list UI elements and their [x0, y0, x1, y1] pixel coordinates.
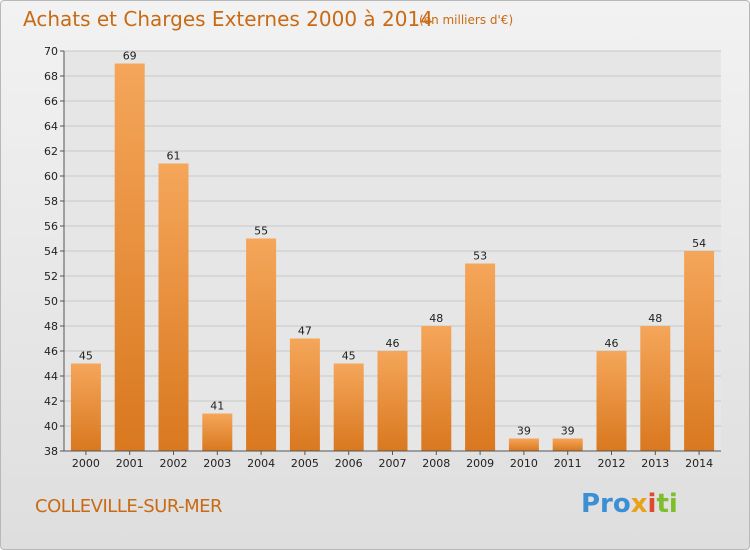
y-tick-label: 68 — [44, 70, 58, 83]
x-tick-label: 2006 — [335, 457, 363, 470]
bar-2004 — [246, 238, 277, 451]
bar-2006 — [333, 363, 364, 451]
bar-value-label: 48 — [429, 312, 443, 325]
y-tick-label: 56 — [44, 220, 58, 233]
x-tick-label: 2005 — [291, 457, 319, 470]
y-tick-label: 64 — [44, 120, 58, 133]
y-tick-label: 62 — [44, 145, 58, 158]
chart-unit: (en milliers d'€) — [419, 13, 514, 27]
y-tick-label: 48 — [44, 320, 58, 333]
axis-layer: 38 40 42 44 46 48 50 52 54 56 58 60 62 64 66 68 70 2000 20… — [44, 45, 721, 470]
x-tick-label: 2008 — [422, 457, 450, 470]
bar-2010 — [508, 438, 539, 451]
town-name: COLLEVILLE-SUR-MER — [35, 496, 223, 517]
bar-value-label: 41 — [210, 400, 224, 413]
logo-part-2: x — [630, 489, 648, 519]
x-tick-label: 2004 — [247, 457, 275, 470]
x-tick-label: 2002 — [160, 457, 188, 470]
bar-value-label: 69 — [123, 50, 137, 63]
bar-value-label: 61 — [167, 150, 181, 163]
y-tick-label: 52 — [44, 270, 58, 283]
bar-2005 — [289, 338, 320, 451]
x-tick-label: 2012 — [598, 457, 626, 470]
bar-value-label: 46 — [386, 337, 400, 350]
y-tick-label: 54 — [44, 245, 58, 258]
bar-2011 — [552, 438, 583, 451]
bar-value-label: 48 — [648, 312, 662, 325]
bar-2000 — [70, 363, 101, 451]
y-tick-label: 50 — [44, 295, 58, 308]
y-tick-label: 42 — [44, 395, 58, 408]
y-tick-label: 70 — [44, 45, 58, 58]
y-tick-label: 66 — [44, 95, 58, 108]
bar-value-label: 39 — [561, 425, 575, 438]
logo-part-1: Pro — [581, 489, 631, 519]
x-tick-label: 2003 — [203, 457, 231, 470]
y-tick-label: 60 — [44, 170, 58, 183]
bar-2012 — [596, 351, 627, 451]
bar-value-label: 55 — [254, 225, 268, 238]
y-tick-label: 38 — [44, 445, 58, 458]
bar-value-label: 47 — [298, 325, 312, 338]
bar-value-label: 45 — [79, 350, 93, 363]
bar-2002 — [158, 163, 189, 451]
x-tick-label: 2001 — [116, 457, 144, 470]
logo-part-4: ti — [656, 489, 678, 519]
bar-2013 — [640, 326, 671, 451]
bar-2008 — [421, 326, 452, 451]
bar-2001 — [114, 63, 145, 451]
x-tick-label: 2000 — [72, 457, 100, 470]
bar-value-label: 45 — [342, 350, 356, 363]
x-tick-label: 2010 — [510, 457, 538, 470]
bar-value-label: 39 — [517, 425, 531, 438]
y-tick-label: 40 — [44, 420, 58, 433]
bar-value-label: 54 — [692, 237, 706, 250]
y-tick-label: 46 — [44, 345, 58, 358]
chart-title: Achats et Charges Externes 2000 à 2014 — [23, 7, 433, 31]
bar-2014 — [684, 251, 715, 451]
x-tick-label: 2009 — [466, 457, 494, 470]
bars-layer: 45 69 61 41 55 47 45 46 48 53 39 39 46 48 54 — [70, 50, 715, 451]
x-tick-label: 2011 — [554, 457, 582, 470]
bar-value-label: 46 — [605, 337, 619, 350]
bar-2009 — [465, 263, 496, 451]
x-tick-label: 2013 — [641, 457, 669, 470]
bar-2003 — [202, 413, 233, 451]
x-tick-label: 2014 — [685, 457, 713, 470]
bar-2007 — [377, 351, 408, 451]
bar-value-label: 53 — [473, 250, 487, 263]
y-tick-label: 58 — [44, 195, 58, 208]
proxiti-logo[interactable]: Proxiti — [581, 489, 678, 519]
x-tick-label: 2007 — [379, 457, 407, 470]
y-tick-label: 44 — [44, 370, 58, 383]
logo-part-3: i — [647, 489, 657, 519]
